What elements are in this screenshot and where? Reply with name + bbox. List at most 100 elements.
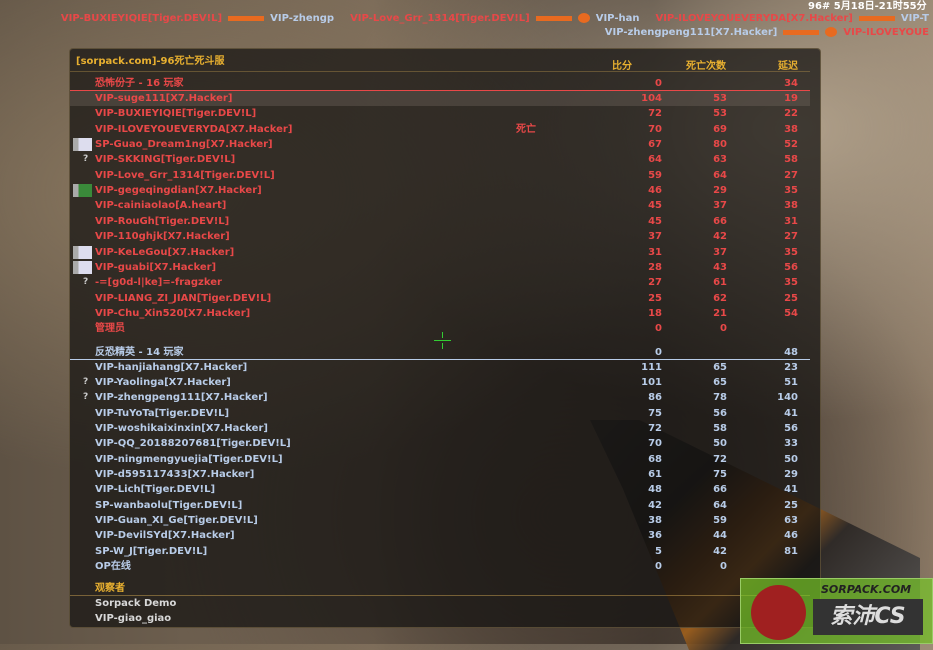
player-score: 72	[648, 108, 662, 120]
killer-name: VIP-ILOVEYOUEVERYDA[X7.Hacker]	[655, 13, 853, 24]
player-name: VIP-woshikaixinxin[X7.Hacker]	[95, 423, 268, 434]
player-ping: 54	[784, 307, 798, 319]
unknown-avatar-icon: ?	[83, 154, 89, 165]
player-name: VIP-suge111[X7.Hacker]	[95, 93, 233, 104]
crosshair	[434, 332, 451, 349]
player-ping: 51	[784, 376, 798, 388]
player-ping: 140	[777, 392, 798, 404]
column-score: 比分	[612, 61, 632, 72]
player-ping: 25	[784, 499, 798, 511]
weapon-icon	[228, 15, 265, 21]
spectator-row[interactable]: VIP-giao_giao	[70, 611, 810, 626]
player-ping: 81	[784, 545, 798, 557]
player-row[interactable]: ? VIP-zhengpeng111[X7.Hacker] 86 78 140	[70, 390, 810, 405]
player-deaths: 53	[713, 108, 727, 120]
player-row[interactable]: VIP-DevilSYd[X7.Hacker] 36 44 46	[70, 528, 810, 543]
player-row[interactable]: SP-W_J[Tiger.DEV!L] 5 42 81	[70, 544, 810, 559]
player-ping: 50	[784, 453, 798, 465]
player-row[interactable]: SP-wanbaolu[Tiger.DEV!L] 42 64 25	[70, 498, 810, 513]
player-name: VIP-QQ_20188207681[Tiger.DEV!L]	[95, 438, 291, 450]
player-row[interactable]: ? VIP-SKKING[Tiger.DEV!L] 64 63 58	[70, 152, 810, 167]
player-score: 70	[648, 438, 662, 450]
player-row[interactable]: VIP-guabi[X7.Hacker] 28 43 56	[70, 260, 810, 275]
weapon-icon	[783, 29, 820, 35]
player-row[interactable]: VIP-QQ_20188207681[Tiger.DEV!L] 70 50 33	[70, 436, 810, 451]
player-name: OP在线	[95, 561, 131, 573]
player-row[interactable]: VIP-Love_Grr_1314[Tiger.DEV!L] 59 64 27	[70, 168, 810, 183]
cts-team-score: 0	[655, 346, 662, 358]
player-row[interactable]: VIP-Lich[Tiger.DEV!L] 48 66 41	[70, 482, 810, 497]
player-row[interactable]: VIP-woshikaixinxin[X7.Hacker] 72 58 56	[70, 421, 810, 436]
player-deaths: 64	[713, 169, 727, 181]
player-row[interactable]: VIP-ningmengyuejia[Tiger.DEV!L] 68 72 50	[70, 452, 810, 467]
player-row[interactable]: VIP-Guan_XI_Ge[Tiger.DEV!L] 38 59 63	[70, 513, 810, 528]
player-name: 管理员	[95, 323, 125, 335]
player-ping: 52	[784, 139, 798, 151]
player-name: VIP-Yaolinga[X7.Hacker]	[95, 376, 231, 388]
player-score: 37	[648, 231, 662, 243]
player-row[interactable]: VIP-LIANG_ZI_JIAN[Tiger.DEV!L] 25 62 25	[70, 291, 810, 306]
player-row[interactable]: VIP-TuYoTa[Tiger.DEV!L] 75 56 41	[70, 406, 810, 421]
player-ping: 22	[784, 108, 798, 120]
player-ping: 23	[784, 361, 798, 373]
player-ping: 41	[784, 484, 798, 496]
terrorists-team-header: 恐怖份子 - 16 玩家 0 34	[70, 76, 810, 91]
player-deaths: 64	[713, 499, 727, 511]
player-row[interactable]: VIP-110ghjk[X7.Hacker] 37 42 27	[70, 229, 810, 244]
cts-team-header: 反恐精英 - 14 玩家 0 48	[70, 345, 810, 360]
player-row[interactable]: VIP-Chu_Xin520[X7.Hacker] 18 21 54	[70, 306, 810, 321]
kill-feed: VIP-BUXIEYIQIE[Tiger.DEV!L] VIP-zhengp VIP…	[4, 12, 929, 40]
player-deaths: 80	[713, 139, 727, 151]
victim-name: VIP-ILOVEYOUE	[843, 27, 929, 38]
player-score: 101	[641, 376, 662, 388]
player-name: SP-W_J[Tiger.DEV!L]	[95, 545, 208, 557]
player-row[interactable]: VIP-cainiaolao[A.heart] 45 37 38	[70, 198, 810, 213]
spectator-row[interactable]: Sorpack Demo	[70, 596, 810, 611]
player-name: VIP-RouGh[Tiger.DEV!L]	[95, 215, 230, 227]
player-ping: 38	[784, 200, 798, 212]
player-deaths: 78	[713, 392, 727, 404]
player-row[interactable]: SP-Guao_Dream1ng[X7.Hacker] 67 80 52	[70, 137, 810, 152]
player-row[interactable]: VIP-ILOVEYOUEVERYDA[X7.Hacker] 死亡 70 69 38	[70, 122, 810, 137]
player-row[interactable]: VIP-hanjiahang[X7.Hacker] 111 65 23	[70, 360, 810, 375]
player-row[interactable]: VIP-BUXIEYIQIE[Tiger.DEV!L] 72 53 22	[70, 106, 810, 121]
player-score: 111	[641, 361, 662, 373]
player-deaths: 66	[713, 484, 727, 496]
player-deaths: 0	[720, 323, 727, 335]
avatar	[73, 260, 92, 274]
headshot-icon	[577, 13, 590, 23]
player-row[interactable]: ? VIP-Yaolinga[X7.Hacker] 101 65 51	[70, 375, 810, 390]
cts-team-ping: 48	[784, 346, 798, 358]
headshot-icon	[825, 27, 838, 37]
cts-team-label: 反恐精英 - 14 玩家	[95, 346, 184, 358]
player-ping: 25	[784, 292, 798, 304]
player-score: 38	[648, 515, 662, 527]
column-ping: 延迟	[778, 61, 798, 72]
player-deaths: 44	[713, 530, 727, 542]
player-row[interactable]: VIP-KeLeGou[X7.Hacker] 31 37 35	[70, 245, 810, 260]
player-name: VIP-cainiaolao[A.heart]	[95, 200, 227, 212]
player-row[interactable]: VIP-RouGh[Tiger.DEV!L] 45 66 31	[70, 214, 810, 229]
avatar	[73, 245, 92, 259]
player-deaths: 50	[713, 438, 727, 450]
player-deaths: 53	[713, 93, 727, 104]
player-ping: 27	[784, 169, 798, 181]
spectators-header: 观察者	[70, 581, 810, 596]
header-divider	[70, 71, 810, 72]
kill-feed-entry: VIP-zhengpeng111[X7.Hacker] VIP-ILOVEYOUE	[605, 26, 929, 40]
player-name: VIP-hanjiahang[X7.Hacker]	[95, 361, 248, 373]
player-row[interactable]: 管理员 0 0	[70, 321, 810, 336]
player-row[interactable]: ? -=[g0d-l|ke]=-fragzker 27 61 35	[70, 275, 810, 290]
player-row[interactable]: VIP-suge111[X7.Hacker] 104 53 19	[70, 91, 810, 106]
terrorists-team-label: 恐怖份子 - 16 玩家	[95, 78, 184, 89]
player-name: VIP-Love_Grr_1314[Tiger.DEV!L]	[95, 169, 275, 181]
logo-emblem	[751, 585, 806, 640]
player-name: VIP-Chu_Xin520[X7.Hacker]	[95, 307, 251, 319]
player-row[interactable]: OP在线 0 0	[70, 559, 810, 574]
player-name: VIP-SKKING[Tiger.DEV!L]	[95, 154, 236, 166]
player-score: 45	[648, 200, 662, 212]
player-deaths: 72	[713, 453, 727, 465]
player-score: 0	[655, 561, 662, 573]
player-row[interactable]: VIP-gegeqingdian[X7.Hacker] 46 29 35	[70, 183, 810, 198]
player-row[interactable]: VIP-d595117433[X7.Hacker] 61 75 29	[70, 467, 810, 482]
